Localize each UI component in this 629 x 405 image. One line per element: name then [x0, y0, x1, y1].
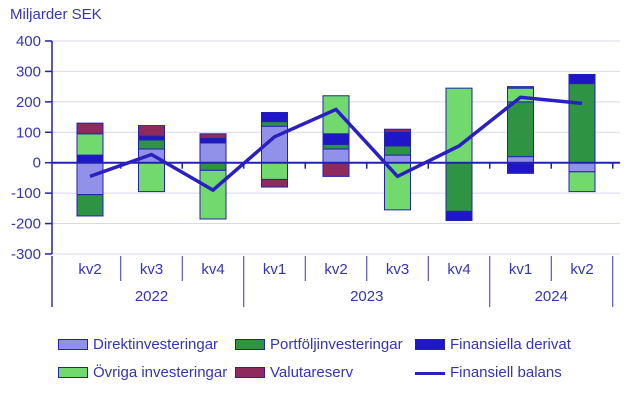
- direktinvesteringar-swatch-icon: [58, 339, 88, 350]
- svg-text:kv1: kv1: [509, 261, 532, 278]
- svg-text:kv2: kv2: [324, 261, 347, 278]
- legend-item-ovriga-investeringar: Övriga investeringar: [58, 364, 235, 381]
- svg-text:2024: 2024: [535, 288, 568, 305]
- svg-text:300: 300: [16, 63, 41, 80]
- legend-label: Portföljinvesteringar: [270, 336, 403, 353]
- portfoljinvesteringar-swatch-icon: [235, 339, 265, 350]
- svg-text:-300: -300: [11, 246, 41, 263]
- legend-label: Direktinvesteringar: [93, 336, 219, 353]
- legend-item-direktinvesteringar: Direktinvesteringar: [58, 336, 235, 353]
- chart-legend: Direktinvesteringar Portföljinvesteringa…: [58, 336, 571, 381]
- finansiell-balans-line-swatch-icon: [415, 371, 445, 375]
- svg-text:-100: -100: [11, 185, 41, 202]
- chart-canvas: 400 300 200 100 0 -100 -200 -300 kv2 kv3 kv4 kv1 kv2…: [11, 33, 620, 307]
- svg-text:kv1: kv1: [263, 261, 286, 278]
- svg-text:2022: 2022: [135, 288, 168, 305]
- svg-text:2023: 2023: [350, 288, 383, 305]
- svg-text:-200: -200: [11, 216, 41, 233]
- legend-label: Finansiell balans: [450, 364, 562, 381]
- svg-text:kv3: kv3: [386, 261, 409, 278]
- legend-item-valutareserv: Valutareserv: [235, 364, 415, 381]
- svg-text:kv4: kv4: [447, 261, 470, 278]
- y-axis-unit-label: Miljarder SEK: [10, 6, 102, 23]
- ovriga-investeringar-swatch-icon: [58, 367, 88, 378]
- svg-text:kv3: kv3: [140, 261, 163, 278]
- legend-label: Valutareserv: [270, 364, 354, 381]
- svg-text:kv4: kv4: [201, 261, 224, 278]
- svg-text:kv2: kv2: [570, 261, 593, 278]
- svg-text:100: 100: [16, 124, 41, 141]
- legend-label: Finansiella derivat: [450, 336, 571, 353]
- svg-text:200: 200: [16, 94, 41, 111]
- svg-text:400: 400: [16, 33, 41, 50]
- legend-label: Övriga investeringar: [93, 364, 228, 381]
- finansiella-derivat-swatch-icon: [415, 339, 445, 350]
- valutareserv-swatch-icon: [235, 367, 265, 378]
- svg-text:0: 0: [33, 155, 41, 172]
- legend-item-portfoljinvesteringar: Portföljinvesteringar: [235, 336, 415, 353]
- legend-item-finansiella-derivat: Finansiella derivat: [415, 336, 571, 353]
- legend-item-finansiell-balans: Finansiell balans: [415, 364, 571, 381]
- svg-text:kv2: kv2: [78, 261, 101, 278]
